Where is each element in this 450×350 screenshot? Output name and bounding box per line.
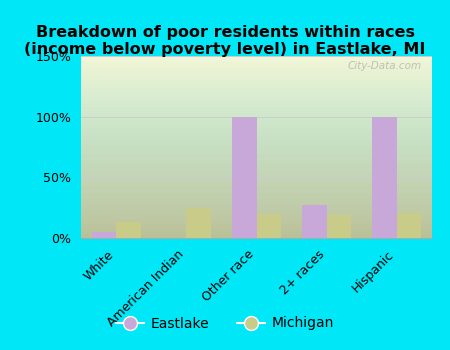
Bar [302,205,327,238]
Bar [256,214,281,238]
Bar [91,232,116,238]
Bar [327,215,351,238]
Bar [372,117,397,238]
Text: City-Data.com: City-Data.com [347,62,422,71]
Text: Breakdown of poor residents within races
(income below poverty level) in Eastlak: Breakdown of poor residents within races… [24,25,426,57]
Bar [232,117,256,238]
Legend: Eastlake, Michigan: Eastlake, Michigan [110,311,340,336]
Bar [186,208,211,238]
Bar [116,222,141,238]
Bar [397,212,422,238]
